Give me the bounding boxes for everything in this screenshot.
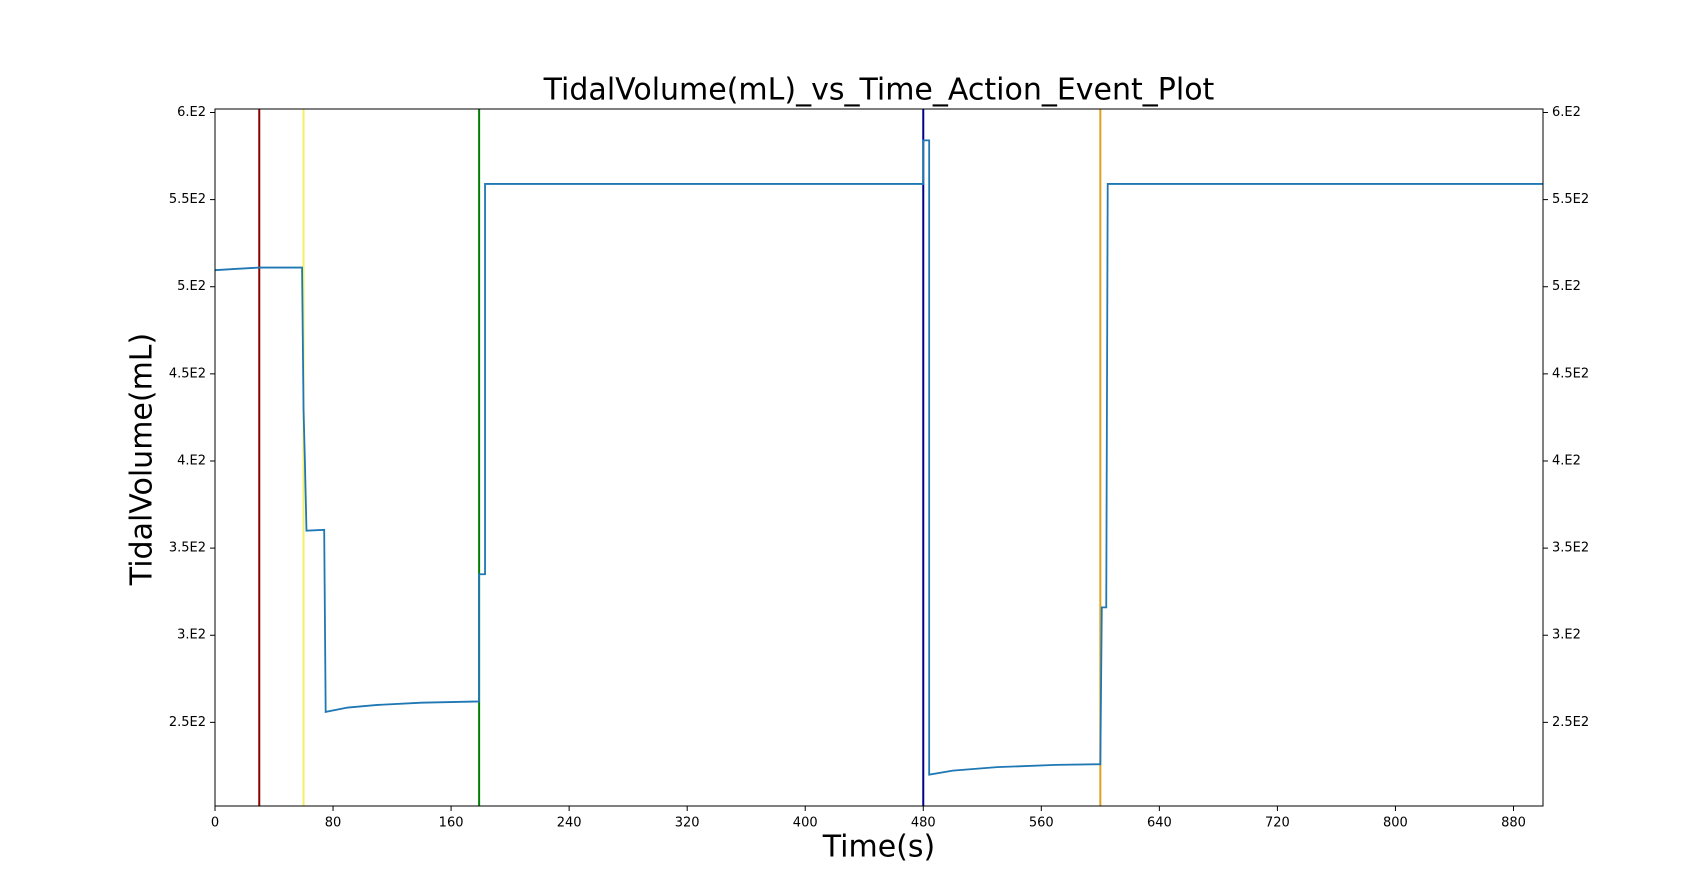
- x-tick-label: 400: [793, 816, 818, 831]
- y-tick-label-right: 3.5E2: [1552, 541, 1589, 556]
- y-tick-label-right: 4.5E2: [1552, 366, 1589, 381]
- y-tick-label-right: 5.5E2: [1552, 192, 1589, 207]
- chart-title: TidalVolume(mL)_vs_Time_Action_Event_Plo…: [543, 73, 1215, 108]
- x-axis-label: Time(s): [822, 830, 935, 865]
- x-tick-label: 880: [1501, 816, 1526, 831]
- x-tick-label: 160: [439, 816, 464, 831]
- y-tick-label: 2.5E2: [169, 715, 206, 730]
- y-tick-label: 4.5E2: [169, 366, 206, 381]
- y-tick-label-right: 3.E2: [1552, 628, 1581, 643]
- y-tick-label: 3.E2: [177, 628, 206, 643]
- data-line: [214, 139, 1543, 776]
- y-tick-label-right: 5.E2: [1552, 279, 1581, 294]
- y-tick-label-right: 2.5E2: [1552, 715, 1589, 730]
- x-tick-label: 560: [1029, 816, 1054, 831]
- x-tick-label: 480: [911, 816, 936, 831]
- x-tick-label: 720: [1265, 816, 1290, 831]
- y-tick-label: 6.E2: [177, 105, 206, 120]
- y-tick-label: 4.E2: [177, 453, 206, 468]
- x-tick-label: 640: [1147, 816, 1172, 831]
- x-tick-label: 800: [1383, 816, 1408, 831]
- plot-frame: [214, 108, 1544, 807]
- y-tick-label: 5.5E2: [169, 192, 206, 207]
- x-tick-label: 240: [557, 816, 582, 831]
- y-tick-label-right: 6.E2: [1552, 105, 1581, 120]
- y-tick-label-right: 4.E2: [1552, 453, 1581, 468]
- y-axis-label: TidalVolume(mL): [125, 333, 160, 586]
- x-tick-label: 80: [325, 816, 342, 831]
- y-tick-label: 5.E2: [177, 279, 206, 294]
- x-tick-label: 320: [675, 816, 700, 831]
- x-tick-label: 0: [211, 816, 219, 831]
- y-tick-label: 3.5E2: [169, 541, 206, 556]
